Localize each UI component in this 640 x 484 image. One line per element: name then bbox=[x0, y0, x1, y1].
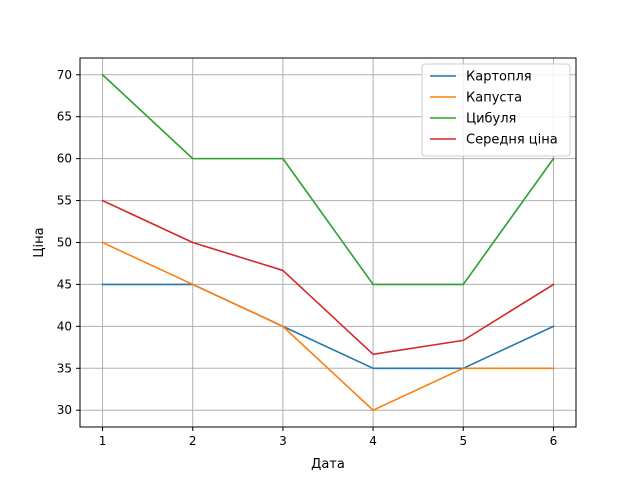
x-tick-label: 4 bbox=[369, 434, 377, 448]
y-tick-label: 55 bbox=[57, 194, 72, 208]
series-line bbox=[101, 283, 555, 370]
y-axis-label: Ціна bbox=[32, 227, 47, 257]
x-tick-label: 2 bbox=[189, 434, 197, 448]
x-tick-label: 3 bbox=[279, 434, 287, 448]
series-line bbox=[101, 73, 555, 286]
y-tick-label: 35 bbox=[57, 361, 72, 375]
y-axis-ticks: 30 35 40 45 50 55 60 65 70 bbox=[57, 68, 80, 417]
legend-label: Середня ціна bbox=[466, 133, 558, 148]
legend: Картопля Капуста Цибуля Середня ціна bbox=[421, 63, 571, 157]
series-lines bbox=[101, 73, 555, 412]
y-tick-label: 50 bbox=[57, 236, 72, 250]
legend-label: Картопля bbox=[466, 70, 532, 85]
legend-label: Капуста bbox=[466, 91, 522, 106]
y-tick-label: 65 bbox=[57, 110, 72, 124]
y-tick-label: 40 bbox=[57, 319, 72, 333]
series-line bbox=[101, 241, 555, 412]
y-tick-label: 30 bbox=[57, 403, 72, 417]
x-tick-label: 1 bbox=[99, 434, 107, 448]
legend-label: Цибуля bbox=[466, 112, 516, 127]
x-tick-label: 5 bbox=[459, 434, 467, 448]
y-tick-label: 60 bbox=[57, 152, 72, 166]
series-line bbox=[101, 199, 555, 356]
x-tick-label: 6 bbox=[550, 434, 558, 448]
y-tick-label: 45 bbox=[57, 277, 72, 291]
legend-box bbox=[421, 63, 571, 157]
x-axis-ticks: 1 2 3 4 5 6 bbox=[99, 427, 558, 448]
y-tick-label: 70 bbox=[57, 68, 72, 82]
x-axis-label: Дата bbox=[311, 457, 345, 472]
